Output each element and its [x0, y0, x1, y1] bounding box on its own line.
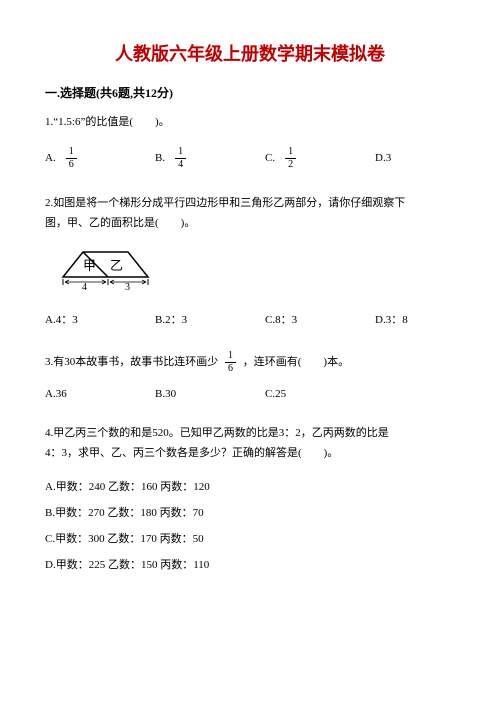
question-3-options: A.36 B.30 C.25 — [45, 388, 455, 400]
yi-label: 乙 — [110, 258, 123, 273]
q2-option-b: B.2：3 — [155, 311, 265, 327]
q2-option-c: C.8：3 — [265, 311, 375, 327]
option-label: C. — [265, 152, 275, 164]
q1-option-a: A. 1 6 — [45, 147, 155, 170]
question-1-options: A. 1 6 B. 1 4 C. 1 2 D.3 — [45, 147, 455, 170]
q4-option-c: C.甲数：300 乙数：170 丙数：50 — [45, 530, 455, 546]
q3-after: ，连环画有( )本。 — [243, 356, 349, 368]
question-1: 1.“1.5:6”的比值是( )。 — [45, 113, 455, 133]
question-4: 4.甲乙丙三个数的和是520。已知甲乙两数的比是3：2，乙丙两数的比是 4：3，… — [45, 424, 455, 464]
section-header: 一.选择题(共6题,共12分) — [45, 84, 455, 101]
q2-line2: 图，甲、乙的面积比是( )。 — [45, 214, 455, 234]
fraction: 1 6 — [66, 147, 77, 170]
trapezoid-figure: 甲 乙 4 3 — [53, 247, 455, 297]
dim-4: 4 — [82, 282, 87, 292]
q3-option-b: B.30 — [155, 388, 265, 400]
q1-option-c: C. 1 2 — [265, 147, 375, 170]
question-2-options: A.4：3 B.2：3 C.8：3 D.3：8 — [45, 311, 455, 327]
question-3: 3.有30本故事书，故事书比连环画少 1 6 ，连环画有( )本。 — [45, 351, 455, 374]
q1-option-d: D.3 — [375, 147, 391, 170]
exam-title: 人教版六年级上册数学期末模拟卷 — [45, 40, 455, 66]
q4-line2: 4：3，求甲、乙、丙三个数各是多少？正确的解答是( )。 — [45, 444, 455, 464]
q4-option-b: B.甲数：270 乙数：180 丙数：70 — [45, 504, 455, 520]
question-4-options: A.甲数：240 乙数：160 丙数：120 B.甲数：270 乙数：180 丙… — [45, 478, 455, 572]
dim-3: 3 — [125, 282, 130, 292]
fraction: 1 2 — [285, 147, 296, 170]
option-label: A. — [45, 152, 56, 164]
q2-line1: 2.如图是将一个梯形分成平行四边形甲和三角形乙两部分，请你仔细观察下 — [45, 194, 455, 214]
q1-option-b: B. 1 4 — [155, 147, 265, 170]
question-2: 2.如图是将一个梯形分成平行四边形甲和三角形乙两部分，请你仔细观察下 图，甲、乙… — [45, 194, 455, 234]
q3-before: 3.有30本故事书，故事书比连环画少 — [45, 356, 218, 368]
q3-option-c: C.25 — [265, 388, 286, 400]
q4-option-d: D.甲数：225 乙数：150 丙数：110 — [45, 556, 455, 572]
q2-option-a: A.4：3 — [45, 311, 155, 327]
fraction: 1 4 — [175, 147, 186, 170]
jia-label: 甲 — [83, 258, 96, 273]
q2-option-d: D.3：8 — [375, 311, 408, 327]
fraction: 1 6 — [225, 351, 236, 374]
q4-option-a: A.甲数：240 乙数：160 丙数：120 — [45, 478, 455, 494]
q3-option-a: A.36 — [45, 388, 155, 400]
q4-line1: 4.甲乙丙三个数的和是520。已知甲乙两数的比是3：2，乙丙两数的比是 — [45, 424, 455, 444]
option-label: B. — [155, 152, 165, 164]
trapezoid-svg: 甲 乙 4 3 — [53, 247, 158, 292]
